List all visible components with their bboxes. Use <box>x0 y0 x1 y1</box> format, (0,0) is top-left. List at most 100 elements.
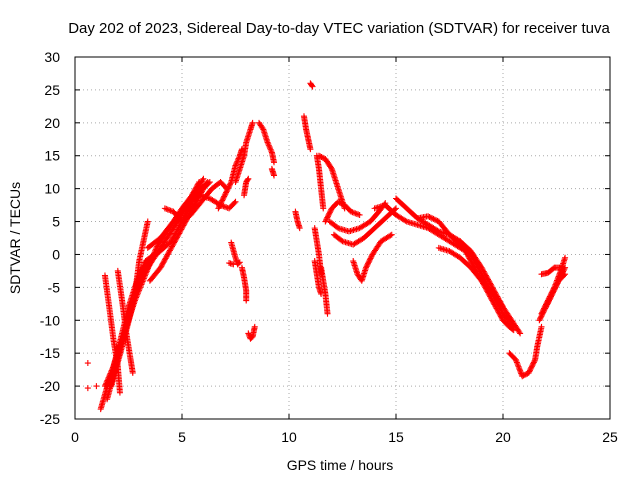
data-point <box>221 192 228 199</box>
data-point <box>487 294 494 301</box>
data-point <box>106 373 113 380</box>
data-point <box>472 265 479 272</box>
data-point <box>225 185 232 192</box>
x-tick-label: 15 <box>388 429 404 445</box>
data-point <box>264 139 271 146</box>
data-point <box>196 179 203 186</box>
data-point <box>221 193 228 200</box>
data-point <box>550 288 557 295</box>
data-point <box>232 162 239 169</box>
tick-labels: 0 5 10 15 20 25 -25 -20 -15 -10 -5 0 5 10 15 20 25 30 <box>40 49 618 445</box>
data-point <box>236 154 243 161</box>
axis-ticks <box>74 56 611 420</box>
data-point <box>173 235 180 242</box>
data-point <box>553 283 560 290</box>
data-point <box>327 208 334 215</box>
data-point <box>458 240 465 247</box>
data-point <box>169 242 176 249</box>
data-point <box>555 277 562 284</box>
data-point <box>393 205 399 212</box>
data-point <box>465 254 472 261</box>
data-point <box>496 310 503 317</box>
data-point <box>549 290 556 297</box>
data-point <box>470 263 477 270</box>
data-point <box>109 366 116 373</box>
data-point <box>245 175 252 182</box>
data-point <box>365 259 372 266</box>
data-point <box>336 199 343 206</box>
data-point <box>93 383 100 390</box>
data-point <box>468 259 475 266</box>
data-point <box>235 155 242 162</box>
data-point <box>529 362 536 369</box>
data-point <box>324 214 331 221</box>
data-point <box>166 248 173 255</box>
data-point <box>220 194 227 201</box>
data-point <box>338 237 345 244</box>
data-point <box>215 205 222 212</box>
data-point <box>149 252 156 259</box>
y-tick-label: 20 <box>44 115 60 131</box>
data-point <box>537 314 544 321</box>
data-point <box>552 284 559 291</box>
data-point <box>500 304 506 311</box>
data-point <box>226 183 233 190</box>
data-point <box>315 152 322 159</box>
data-point <box>172 236 179 243</box>
data-point <box>231 199 238 206</box>
data-point <box>326 209 333 216</box>
data-point <box>244 176 251 183</box>
data-point <box>333 224 340 231</box>
data-point <box>139 265 146 272</box>
data-point <box>226 181 233 188</box>
y-tick-label: -20 <box>40 378 60 394</box>
data-point <box>560 268 567 275</box>
data-point <box>103 380 110 387</box>
data-point <box>233 159 240 166</box>
data-point <box>489 297 496 304</box>
x-tick-label: 0 <box>71 429 79 445</box>
data-point <box>457 238 464 245</box>
data-point <box>84 385 91 392</box>
data-point <box>158 263 165 270</box>
x-tick-label: 25 <box>602 429 618 445</box>
data-point <box>116 389 123 396</box>
data-point <box>171 239 178 246</box>
data-point <box>531 358 538 365</box>
data-point <box>477 275 484 282</box>
data-point <box>490 298 497 305</box>
data-point <box>195 180 202 187</box>
data-point <box>460 244 467 251</box>
data-point <box>545 298 552 305</box>
data-point <box>528 364 535 371</box>
data-point <box>497 312 504 319</box>
data-point <box>308 82 315 89</box>
data-point <box>356 211 363 218</box>
data-point <box>457 239 464 246</box>
data-point <box>318 154 325 161</box>
data-point <box>267 145 274 152</box>
data-point <box>309 83 316 90</box>
data-point <box>466 255 473 262</box>
data-point <box>509 326 516 333</box>
data-point <box>249 119 256 126</box>
data-point <box>217 200 224 207</box>
data-point <box>167 246 174 253</box>
data-point <box>387 232 394 239</box>
data-point <box>467 258 474 265</box>
grid-lines <box>75 57 610 419</box>
data-point <box>218 198 225 205</box>
data-point <box>475 272 482 279</box>
data-point <box>176 230 183 237</box>
data-point <box>235 260 242 267</box>
data-point <box>556 276 563 283</box>
data-point <box>521 371 528 378</box>
data-point <box>251 323 258 330</box>
data-point <box>268 148 275 155</box>
data-point <box>84 360 91 367</box>
data-point <box>157 264 164 271</box>
data-point <box>178 226 185 233</box>
data-point <box>160 259 167 266</box>
data-point <box>165 250 172 257</box>
data-point <box>159 261 166 268</box>
